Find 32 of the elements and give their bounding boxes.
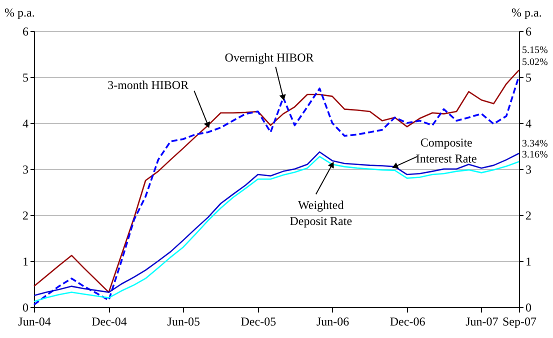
x-tick-label: Sep-07 xyxy=(502,314,536,328)
series-label: Weighted Deposit Rate xyxy=(290,198,352,228)
data-label: 5.02% xyxy=(522,57,548,68)
y-tick-label: 3 xyxy=(22,162,28,176)
y2-tick-label: 0 xyxy=(526,300,532,314)
data-label: 3.34% xyxy=(522,138,548,150)
y-tick-label: 6 xyxy=(22,24,28,38)
y2-axis-title: % p.a. xyxy=(512,6,542,20)
text: 3-month HIBOR xyxy=(108,78,189,92)
y-tick-label: 4 xyxy=(22,116,28,130)
y2-tick-label: 6 xyxy=(526,24,532,38)
text: Overnight HIBOR xyxy=(224,50,314,65)
x-tick-label: Dec-04 xyxy=(92,314,127,328)
y2-tick-label: 5 xyxy=(526,70,532,84)
x-tick-label: Jun-05 xyxy=(167,314,200,328)
y2-tick-label: 2 xyxy=(526,208,532,222)
x-tick-label: Dec-05 xyxy=(240,314,276,328)
y2-tick-label: 1 xyxy=(526,254,532,268)
x-tick-label: Jun-07 xyxy=(466,314,498,328)
x-tick-label: Jun-04 xyxy=(18,314,51,328)
y-tick-label: 5 xyxy=(22,70,28,84)
y-tick-label: 0 xyxy=(22,300,28,314)
y-tick-label: 2 xyxy=(22,208,28,222)
x-tick-label: Jun-06 xyxy=(316,314,350,328)
y2-tick-label: 3 xyxy=(526,162,532,176)
x-tick-label: Dec-06 xyxy=(390,314,426,328)
y-axis-title: % p.a. xyxy=(4,6,35,20)
series-label: Composite Interest Rate xyxy=(416,135,477,166)
data-label: 3.16% xyxy=(522,150,548,161)
y-tick-label: 1 xyxy=(22,254,28,268)
data-label: 5.15% xyxy=(522,45,548,56)
y2-tick-label: 4 xyxy=(526,116,532,130)
